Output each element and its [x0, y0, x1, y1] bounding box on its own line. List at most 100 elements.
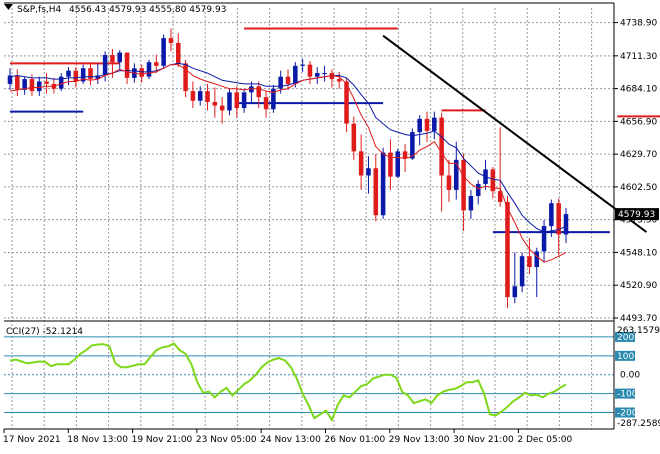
candle-body	[212, 101, 218, 106]
candle-body	[256, 86, 262, 98]
cci-title: CCI(27) -52.1214	[6, 327, 83, 337]
candle-body	[110, 54, 115, 63]
time-tick-label: 19 Nov 21:00	[132, 435, 193, 445]
candle-body	[293, 65, 298, 84]
price-tick-label: 4520.90	[620, 281, 657, 291]
candle-body	[249, 86, 254, 93]
cci-level-badge	[615, 331, 635, 342]
candle-body	[263, 97, 269, 110]
candles	[7, 28, 569, 308]
candle-body	[29, 79, 35, 92]
candle-body	[15, 75, 20, 90]
time-tick-label: 18 Nov 13:00	[67, 435, 128, 445]
price-tick-label: 4684.10	[620, 85, 657, 95]
candle-body	[505, 201, 510, 298]
candle-body	[519, 256, 525, 287]
candle-body	[146, 62, 152, 77]
time-tick-label: 24 Nov 13:00	[260, 435, 321, 445]
price-tick-label: 4493.70	[620, 314, 657, 324]
candle-body	[314, 73, 320, 77]
candle-body	[373, 168, 379, 216]
candle-body	[461, 159, 466, 211]
candle-body	[175, 42, 181, 64]
ma-slow-line	[9, 62, 567, 233]
candle-body	[278, 76, 283, 89]
current-price-tag	[615, 208, 659, 221]
ohlc-readout: 4556.43 4579.93 4555.80 4579.93	[69, 5, 226, 15]
price-tick-label: 4738.90	[620, 19, 657, 29]
cci-level-label: -100	[617, 390, 638, 400]
candle-body	[168, 38, 174, 43]
candle-body	[234, 92, 240, 108]
candle-body	[395, 151, 401, 177]
candle-body	[534, 251, 540, 268]
candle-body	[336, 79, 342, 82]
price-tick-label: 4656.90	[620, 117, 657, 127]
cci-level-label: 200	[617, 333, 634, 343]
axes: 4738.90 4711.30 4684.10 4656.90 4629.70 4602.…	[3, 2, 660, 445]
symbol-title: S&P,fs,H4	[17, 5, 62, 15]
candle-body	[95, 75, 101, 80]
cci-level-badge	[615, 350, 635, 361]
price-tick-label: 4602.50	[620, 183, 657, 193]
time-tick-label: 30 Nov 21:00	[453, 435, 514, 445]
candle-body	[205, 91, 210, 102]
candle-body	[549, 203, 554, 227]
cci-bottom-label: -287.2589	[617, 419, 660, 429]
cci-level-label: 100	[617, 352, 634, 362]
collapse-triangle-icon[interactable]	[4, 4, 13, 10]
candle-body	[512, 286, 518, 298]
candle-body	[7, 75, 13, 84]
candle-body	[388, 152, 393, 177]
candle-body	[183, 63, 188, 92]
ma-fast-line	[9, 64, 567, 263]
cci-level-badge	[615, 388, 635, 399]
candle-body	[190, 91, 196, 101]
candle-body	[197, 91, 203, 101]
time-tick-label: 29 Nov 13:00	[389, 435, 450, 445]
candle-body	[117, 52, 123, 63]
cci-panel	[4, 336, 614, 414]
candle-body	[73, 70, 79, 82]
current-price-label: 4579.93	[618, 210, 655, 220]
time-tick-label: 23 Nov 05:00	[196, 435, 257, 445]
candle-body	[424, 118, 430, 131]
candle-body	[22, 79, 27, 90]
candle-body	[366, 168, 371, 176]
cci-level-label: 0.00	[620, 371, 640, 381]
candle-body	[490, 169, 496, 192]
price-tick-label: 4575.30	[620, 216, 657, 226]
candle-body	[161, 38, 166, 66]
candle-body	[102, 54, 108, 76]
cci-level-badge	[615, 407, 635, 418]
candle-body	[453, 159, 459, 190]
candle-body	[556, 203, 561, 235]
candle-body	[432, 117, 437, 131]
candle-body	[475, 183, 481, 196]
trendline[interactable]	[382, 34, 648, 233]
time-tick-label: 2 Dec 05:00	[517, 435, 572, 445]
time-tick-label: 17 Nov 2021	[3, 435, 61, 445]
candle-body	[541, 226, 547, 252]
candle-body	[527, 256, 532, 268]
candle-body	[285, 76, 291, 84]
cci-level-label: -200	[617, 409, 638, 419]
candle-body	[66, 70, 71, 77]
level-lines	[10, 27, 660, 234]
candle-body	[139, 68, 144, 77]
candle-body	[468, 195, 474, 211]
candle-body	[417, 118, 422, 133]
candle-body	[439, 117, 444, 176]
candle-body	[402, 151, 408, 159]
candle-body	[271, 88, 276, 110]
price-tick-label: 4711.30	[620, 52, 657, 62]
candle-body	[307, 64, 313, 77]
cci-top-label: 263.1579	[617, 326, 660, 336]
candle-body	[410, 132, 415, 159]
candle-body	[344, 81, 349, 124]
candle-body	[219, 105, 225, 111]
candle-body	[497, 191, 503, 202]
candle-body	[36, 81, 42, 92]
